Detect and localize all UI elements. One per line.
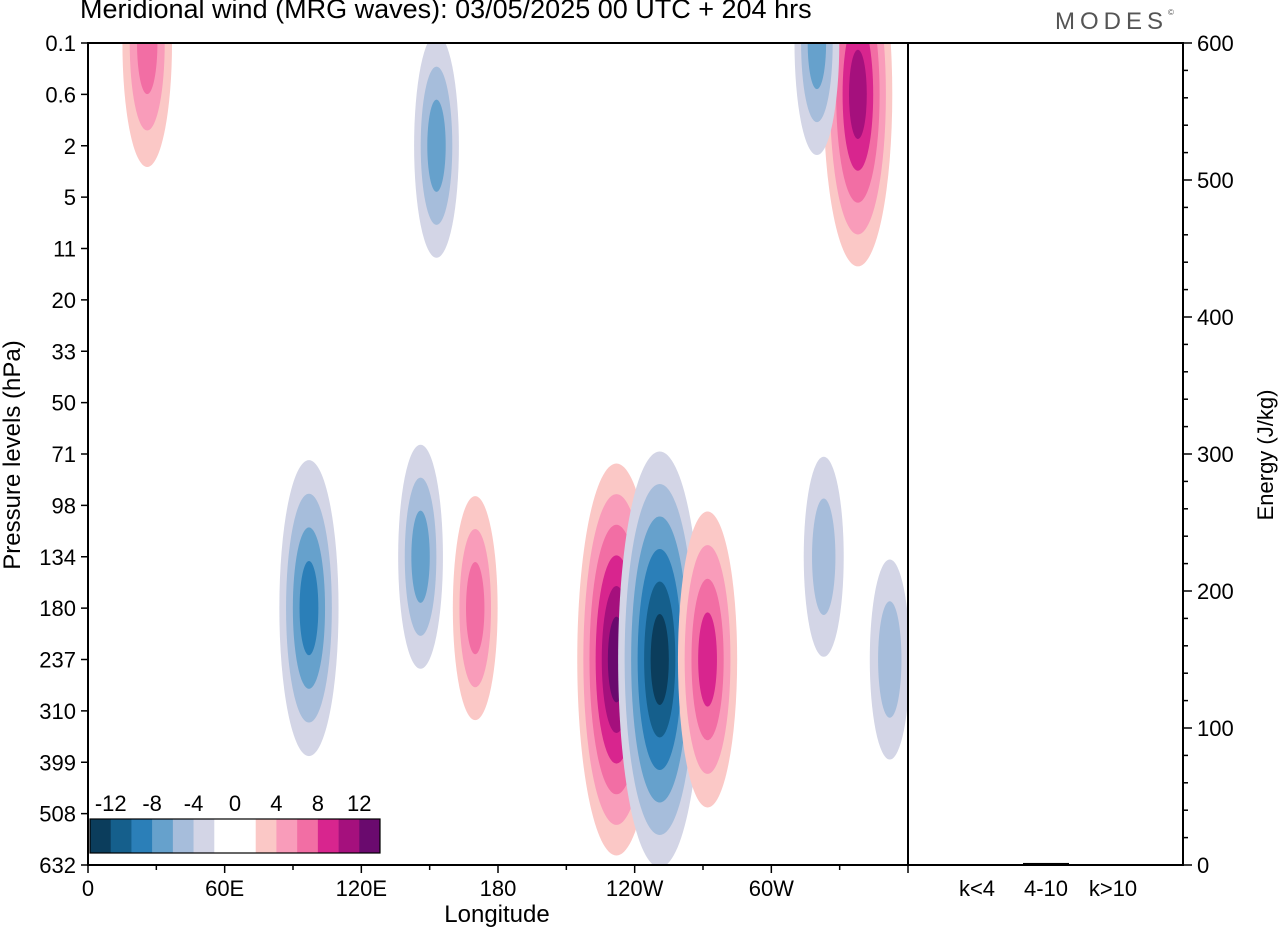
energy-bar [1090, 864, 1136, 865]
y-tick-label: 0.6 [45, 82, 76, 107]
colorbar-label: 4 [270, 791, 282, 816]
colorbar: -12 -8 -4 0 4 8 12 [89, 791, 381, 854]
colorbar-swatch [172, 819, 194, 853]
energy-category-label: k<4 [959, 876, 995, 901]
colorbar-swatch [276, 819, 298, 853]
colorbar-label: 0 [229, 791, 241, 816]
energy-bar [954, 864, 1000, 865]
energy-tick-label: 0 [1197, 853, 1209, 878]
modes-logo: MODES© [1055, 8, 1174, 36]
wind-contour-neg-6-1 [812, 498, 836, 616]
energy-tick-label: 500 [1197, 168, 1234, 193]
chart-title: Meridional wind (MRG waves): 03/05/2025 … [80, 0, 812, 24]
heatmap-frame [87, 42, 909, 866]
energy-bar [1023, 862, 1069, 865]
y-tick-label: 50 [52, 391, 76, 416]
energy-frame [907, 42, 1184, 866]
y-tick-label: 399 [39, 750, 76, 775]
y-tick-label: 134 [39, 545, 76, 570]
wind-contour-neg-1-2 [411, 510, 430, 603]
wind-contour-pos-10-2 [137, 43, 158, 95]
colorbar-swatch [297, 819, 319, 853]
energy-tick-label: 400 [1197, 305, 1234, 330]
wind-contour-neg-9-2 [427, 99, 446, 192]
wind-contour-neg-0-3 [299, 561, 319, 656]
logo-mark: © [1168, 8, 1174, 17]
colorbar-swatch [152, 819, 174, 853]
y-tick-label: 237 [39, 648, 76, 673]
wind-contour-neg-3-5 [650, 614, 669, 705]
energy-axis: 0 100 200 300 400 500 600 [1183, 31, 1234, 878]
colorbar-swatch [359, 819, 381, 853]
x-axis: 0 60E 120E 180 120W 60W [82, 865, 909, 901]
x-axis-title: Longitude [444, 901, 549, 928]
energy-bars: k<4 4-10 k>10 [954, 862, 1137, 901]
x-tick-label: 0 [82, 876, 94, 901]
y-tick-label: 0.1 [45, 31, 76, 56]
y-tick-label: 310 [39, 699, 76, 724]
colorbar-swatch [255, 819, 277, 853]
y-tick-label: 71 [52, 442, 76, 467]
energy-category-label: k>10 [1089, 876, 1137, 901]
x-tick-label: 180 [480, 876, 517, 901]
x-tick-label: 60E [205, 876, 244, 901]
x-tick-label: 120E [336, 876, 387, 901]
x-tick-label: 60W [749, 876, 794, 901]
wind-contour-neg-7-1 [878, 601, 902, 718]
y-tick-label: 11 [53, 237, 76, 262]
colorbar-swatch [338, 819, 360, 853]
colorbar-swatch [235, 819, 257, 853]
colorbar-frame [89, 818, 381, 854]
energy-tick-label: 300 [1197, 442, 1234, 467]
wind-contour-pos-8-4 [848, 49, 867, 139]
wind-contour-pos-4-3 [698, 612, 717, 707]
energy-category-label: 4-10 [1024, 876, 1068, 901]
wind-contour-neg-11-2 [807, 43, 827, 90]
heatmap-field [122, 43, 908, 865]
y-tick-label: 33 [52, 339, 76, 364]
wind-contour-pos-5-2 [466, 562, 485, 655]
colorbar-label: -8 [142, 791, 162, 816]
energy-tick-label: 100 [1197, 716, 1234, 741]
y-tick-label: 180 [39, 596, 76, 621]
colorbar-label: -4 [184, 791, 204, 816]
y-tick-label: 632 [39, 853, 76, 878]
y-tick-label: 2 [64, 134, 76, 159]
colorbar-label: 12 [347, 791, 371, 816]
y-tick-label: 98 [52, 493, 76, 518]
colorbar-swatch [214, 819, 236, 853]
y-tick-label: 5 [64, 185, 76, 210]
colorbar-label: -12 [95, 791, 127, 816]
energy-tick-label: 200 [1197, 579, 1234, 604]
colorbar-swatch [193, 819, 215, 853]
x-tick-label: 120W [606, 876, 664, 901]
energy-tick-label: 600 [1197, 31, 1234, 56]
energy-axis-title: Energy (J/kg) [1253, 390, 1278, 521]
logo-text: MODES [1055, 8, 1169, 35]
colorbar-swatch [131, 819, 153, 853]
y-tick-label: 508 [39, 802, 76, 827]
colorbar-label: 8 [312, 791, 324, 816]
colorbar-swatch [317, 819, 339, 853]
colorbar-swatch [110, 819, 132, 853]
y-axis: 0.1 0.6 2 5 11 20 33 50 71 98 134 180 237 310 399 508 63… [39, 31, 88, 878]
colorbar-swatch [90, 819, 112, 853]
y-axis-title: Pressure levels (hPa) [0, 340, 26, 569]
y-tick-label: 20 [52, 288, 76, 313]
